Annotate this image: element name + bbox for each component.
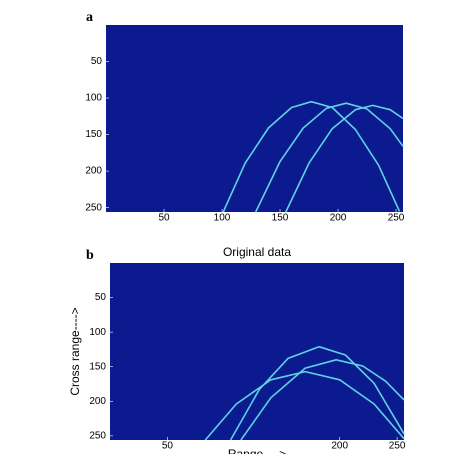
y-tick-label: 100 — [89, 327, 106, 338]
curve — [254, 102, 404, 213]
y-tick-label: 150 — [85, 129, 102, 140]
y-tick-label: 200 — [85, 166, 102, 177]
x-tick-label: 250 — [388, 213, 405, 224]
x-tick-label: 200 — [330, 213, 347, 224]
y-axis-label: Cross range----> — [68, 307, 82, 395]
y-tick-label: 200 — [89, 396, 106, 407]
y-tick-label: 100 — [85, 93, 102, 104]
curve — [229, 345, 405, 441]
x-tick-label: 50 — [162, 441, 174, 452]
panel-label: b — [86, 248, 94, 263]
curve — [240, 359, 405, 441]
x-axis-label: Range----> — [228, 447, 286, 454]
y-tick-label: 250 — [85, 202, 102, 213]
x-tick-label: 150 — [272, 213, 289, 224]
x-tick-label: 200 — [331, 441, 348, 452]
y-tick-label: 150 — [89, 361, 106, 372]
curve — [204, 370, 405, 441]
y-tick-label: 50 — [95, 292, 107, 303]
y-tick-label: 250 — [89, 430, 106, 441]
y-tick-label: 50 — [91, 56, 103, 67]
chart-title: Original data — [223, 245, 291, 259]
x-tick-label: 100 — [214, 213, 231, 224]
curve — [222, 100, 401, 213]
x-tick-label: 50 — [158, 213, 170, 224]
x-tick-label: 250 — [389, 441, 406, 452]
panel-label: a — [86, 10, 93, 25]
plot-background — [110, 263, 404, 440]
plot-background — [106, 25, 403, 212]
curve — [285, 104, 404, 213]
